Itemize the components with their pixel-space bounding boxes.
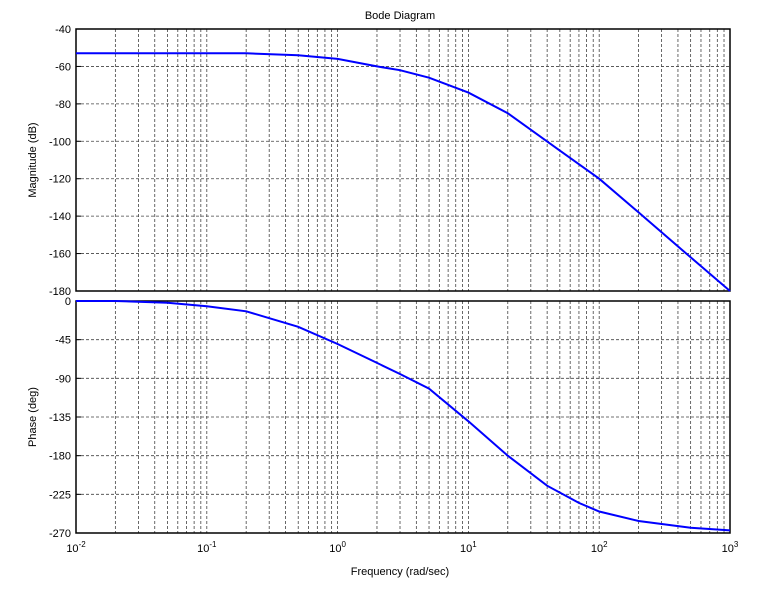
magnitude-y-tick-label: -120 [49,174,71,186]
magnitude-axis-label: Magnitude (dB) [27,122,39,197]
x-tick-label: 103 [722,540,739,555]
magnitude-plot-frame [75,28,731,292]
phase-grid [75,300,730,534]
frequency-axis-label: Frequency (rad/sec) [351,566,449,578]
magnitude-grid [75,28,730,292]
magnitude-y-tick-label: -40 [55,24,71,36]
frequency-x-ticks: 10-2 10-1 100 101 102 103 [66,540,739,555]
phase-y-tick-label: -180 [49,451,71,463]
phase-series-line [76,300,731,532]
phase-axis-label: Phase (deg) [27,387,39,447]
phase-y-tick-label: 0 [65,296,71,308]
magnitude-y-tick-label: -60 [55,61,71,73]
x-tick-label: 10-1 [197,540,217,555]
x-tick-label: 102 [591,540,608,555]
phase-y-tick-label: -225 [49,489,71,501]
magnitude-y-tick-label: -160 [49,249,71,261]
phase-y-tick-label: -45 [55,335,71,347]
magnitude-y-tick-label: -80 [55,99,71,111]
phase-y-tick-label: -90 [55,373,71,385]
magnitude-y-tick-label: -100 [49,136,71,148]
phase-y-tick-label: -135 [49,412,71,424]
x-tick-label: 100 [329,540,346,555]
magnitude-y-tick-label: -140 [49,211,71,223]
x-tick-label: 101 [460,540,477,555]
magnitude-y-tick-label: -180 [49,286,71,298]
x-tick-label: 10-2 [66,540,86,555]
phase-y-ticks: 0 -45 -90 -135 -180 -225 -270 [49,296,81,540]
chart-title: Bode Diagram [365,10,435,22]
magnitude-y-ticks: -40 -60 -80 -100 -120 -140 -160 -180 [49,24,81,298]
magnitude-series-line [76,52,731,292]
phase-y-tick-label: -270 [49,528,71,540]
